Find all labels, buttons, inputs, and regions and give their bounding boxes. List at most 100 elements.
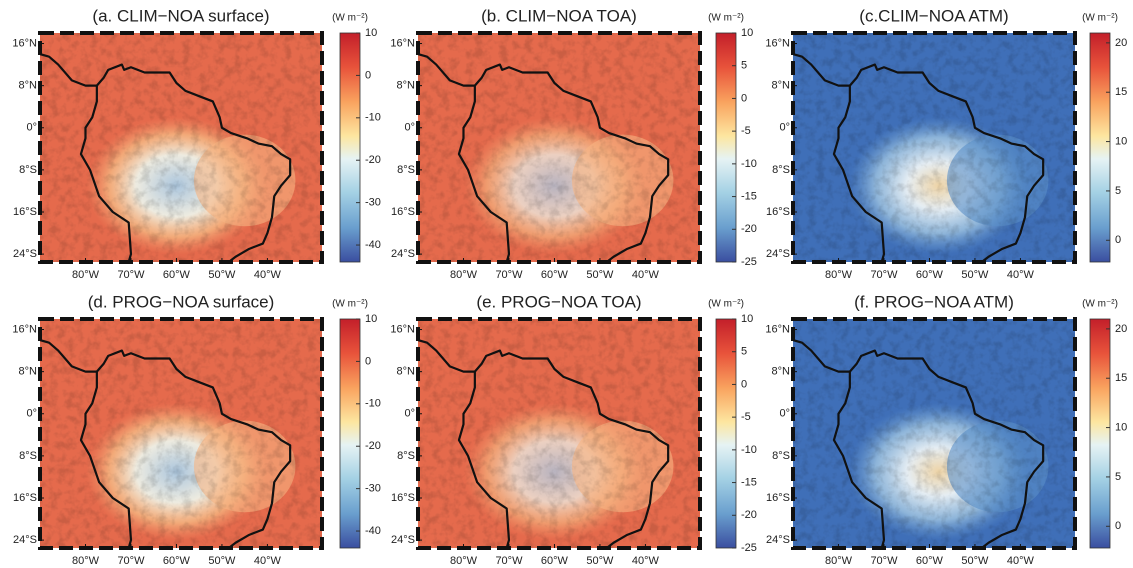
- x-tick-label: 70°W: [117, 555, 145, 567]
- y-tick-label: 8°N: [772, 80, 791, 92]
- y-tick-label: 8°S: [19, 450, 37, 462]
- y-tick-label: 16°N: [12, 323, 37, 335]
- y-tick-label: 24°S: [766, 534, 790, 546]
- x-tick-label: 40°W: [632, 555, 660, 567]
- colorbar-tick-label: -5: [741, 125, 751, 137]
- y-tick-label: 0°: [404, 408, 415, 420]
- colorbar-tick-label: 20: [1115, 37, 1127, 49]
- colorbar: [339, 32, 361, 263]
- colorbar-tick-label: -20: [741, 223, 757, 235]
- x-tick-label: 80°W: [825, 555, 853, 567]
- colorbar-unit: (W m⁻²): [1082, 299, 1118, 310]
- colorbar-tick-label: -15: [741, 190, 757, 202]
- colorbar-tick-label: -10: [741, 444, 757, 456]
- y-tick-label: 0°: [26, 122, 37, 134]
- colorbar-tick-label: 5: [741, 60, 747, 72]
- coastline: [474, 349, 670, 548]
- x-tick-label: 70°W: [870, 269, 898, 281]
- map: [793, 33, 1075, 262]
- x-tick-label: 50°W: [961, 555, 989, 567]
- colorbar-tick-label: 10: [741, 313, 753, 325]
- y-tick-label: 16°S: [766, 206, 790, 218]
- colorbar-tick-label: 0: [741, 378, 747, 390]
- coastline: [793, 53, 886, 262]
- y-tick-label: 24°S: [766, 248, 790, 260]
- x-tick-label: 70°W: [495, 269, 523, 281]
- colorbar-tick-label: 5: [1115, 185, 1121, 197]
- colorbar-unit: (W m⁻²): [1082, 13, 1118, 24]
- panel: (b. CLIM−NOA TOA) 80°W 70°W 60°W 50°W 40°W 16°…: [390, 6, 756, 280]
- panel-title: (f. PROG−NOA ATM): [854, 292, 1014, 311]
- x-tick-label: 80°W: [72, 555, 100, 567]
- x-tick-label: 40°W: [632, 269, 660, 281]
- colorbar-tick-label: 10: [365, 313, 377, 325]
- x-tick-label: 60°W: [541, 269, 569, 281]
- y-tick-label: 24°S: [13, 534, 37, 546]
- y-tick-label: 16°S: [13, 206, 37, 218]
- x-tick-label: 50°W: [208, 269, 236, 281]
- colorbar-tick-label: -15: [741, 476, 757, 488]
- x-tick-label: 50°W: [208, 555, 236, 567]
- colorbar-tick-label: -10: [365, 398, 381, 410]
- colorbar-tick-label: 0: [365, 355, 371, 367]
- y-tick-label: 8°S: [397, 450, 415, 462]
- map-frame: [791, 317, 1077, 550]
- y-tick-label: 0°: [26, 408, 37, 420]
- x-tick-label: 70°W: [870, 555, 898, 567]
- colorbar-tick-label: -20: [741, 509, 757, 521]
- map: [793, 319, 1075, 548]
- colorbar-tick-label: -30: [365, 483, 381, 495]
- map-frame: [38, 317, 324, 550]
- y-tick-label: 8°N: [397, 366, 416, 378]
- colorbar-tick-label: 0: [1115, 520, 1121, 532]
- coastline: [849, 349, 1045, 548]
- coastline: [40, 53, 133, 262]
- x-tick-label: 60°W: [163, 269, 191, 281]
- panel-title: (e. PROG−NOA TOA): [476, 292, 641, 311]
- colorbar: [715, 318, 737, 549]
- panel-title: (d. PROG−NOA surface): [88, 292, 275, 311]
- panel: (c.CLIM−NOA ATM) 80°W 70°W 60°W 50°W 40°W 16°N…: [765, 6, 1127, 280]
- y-tick-label: 8°N: [19, 366, 38, 378]
- x-tick-label: 40°W: [254, 269, 282, 281]
- y-tick-label: 0°: [404, 122, 415, 134]
- x-tick-label: 60°W: [163, 555, 191, 567]
- y-tick-label: 8°N: [397, 80, 416, 92]
- y-tick-label: 0°: [779, 122, 790, 134]
- colorbar-tick-label: -10: [365, 112, 381, 124]
- y-tick-label: 8°S: [772, 164, 790, 176]
- coastline: [418, 339, 511, 548]
- x-tick-label: 40°W: [1007, 269, 1035, 281]
- colorbar-unit: (W m⁻²): [708, 13, 744, 24]
- y-tick-label: 16°N: [765, 323, 790, 335]
- x-tick-label: 60°W: [916, 269, 944, 281]
- colorbar: [339, 318, 361, 549]
- y-tick-label: 16°S: [391, 206, 415, 218]
- colorbar-tick-label: -40: [365, 239, 381, 251]
- x-tick-label: 80°W: [72, 269, 100, 281]
- y-tick-label: 24°S: [391, 248, 415, 260]
- y-tick-label: 16°N: [12, 37, 37, 49]
- colorbar-tick-label: -20: [365, 154, 381, 166]
- coastline: [418, 53, 511, 262]
- colorbar-tick-label: -25: [741, 256, 757, 268]
- x-tick-label: 60°W: [541, 555, 569, 567]
- colorbar-tick-label: 0: [365, 69, 371, 81]
- colorbar-unit: (W m⁻²): [332, 13, 368, 24]
- colorbar-tick-label: 10: [741, 27, 753, 39]
- colorbar: [1089, 32, 1111, 263]
- colorbar-tick-label: -5: [741, 411, 751, 423]
- coastline: [793, 339, 886, 548]
- colorbar-tick-label: 10: [365, 27, 377, 39]
- y-tick-label: 8°S: [772, 450, 790, 462]
- y-tick-label: 8°N: [19, 80, 38, 92]
- colorbar-tick-label: 0: [741, 92, 747, 104]
- colorbar-tick-label: -25: [741, 542, 757, 554]
- colorbar-tick-label: 5: [1115, 471, 1121, 483]
- coastline: [96, 63, 292, 262]
- coastline: [40, 339, 133, 548]
- x-tick-label: 80°W: [450, 555, 478, 567]
- panel-title: (c.CLIM−NOA ATM): [859, 6, 1008, 25]
- y-tick-label: 8°S: [397, 164, 415, 176]
- y-tick-label: 8°S: [19, 164, 37, 176]
